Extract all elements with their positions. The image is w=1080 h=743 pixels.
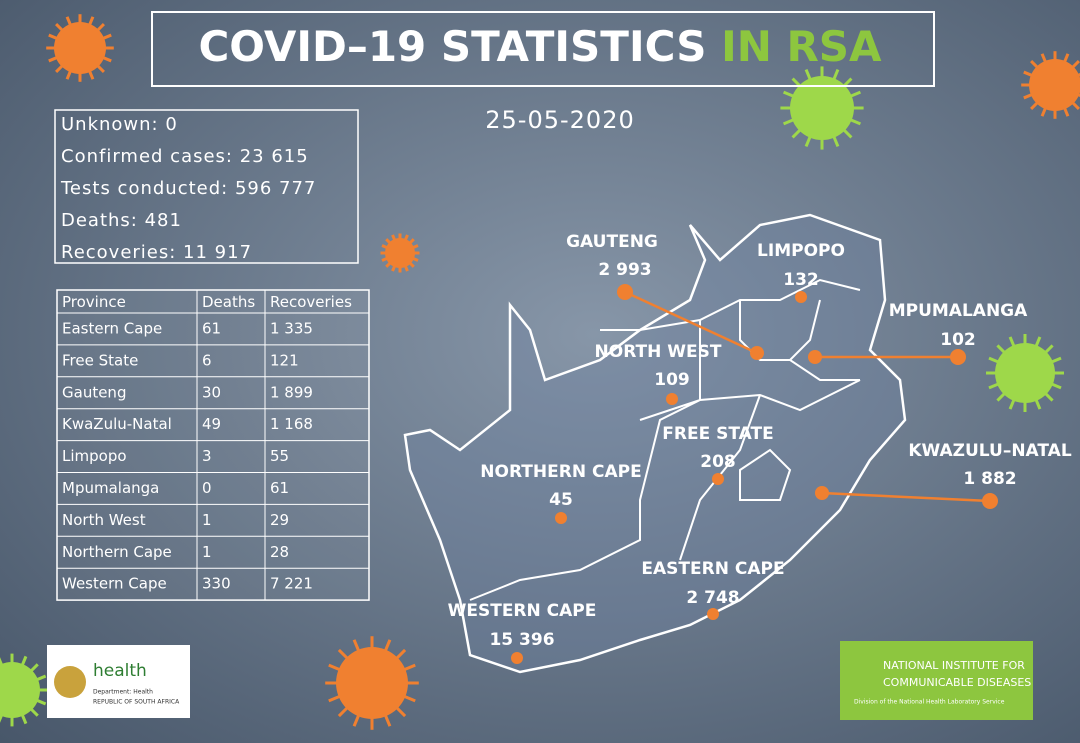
table-cell: 1 xyxy=(202,543,212,561)
province-value: 208 xyxy=(700,452,736,472)
table-cell: 1 899 xyxy=(270,383,313,401)
leader-line xyxy=(821,491,991,503)
table-cell: 6 xyxy=(202,351,212,369)
marker-dot xyxy=(950,349,966,365)
virus xyxy=(54,22,106,74)
table-cell: 1 335 xyxy=(270,319,313,337)
virus xyxy=(336,647,408,719)
title-box xyxy=(151,11,935,87)
province-name: FREE STATE xyxy=(662,424,773,444)
province-value: 2 993 xyxy=(598,260,651,280)
table-cell: 0 xyxy=(202,479,212,497)
province-value: 132 xyxy=(783,270,819,290)
marker-dot xyxy=(666,393,678,405)
province-name: GAUTENG xyxy=(566,232,658,252)
nicd-division: Division of the National Health Laborato… xyxy=(854,699,1005,706)
province-value: 2 748 xyxy=(686,588,739,608)
title: COVID–19 STATISTICS IN RSA xyxy=(198,22,882,71)
marker-dot xyxy=(982,493,998,509)
table-cell: 49 xyxy=(202,415,221,433)
nicd-line: NATIONAL INSTITUTE FOR xyxy=(883,659,1025,672)
virus xyxy=(385,238,415,268)
province-value: 102 xyxy=(940,330,976,350)
summary-line: Tests conducted: 596 777 xyxy=(60,178,316,199)
province-name: LIMPOPO xyxy=(757,241,845,261)
table-header: Deaths xyxy=(202,293,255,311)
table-cell: 61 xyxy=(270,479,289,497)
marker-dot xyxy=(808,350,822,364)
nicd-line: COMMUNICABLE DISEASES xyxy=(883,676,1031,689)
marker-dot xyxy=(511,652,523,664)
virus xyxy=(790,76,854,140)
table-cell: Mpumalanga xyxy=(62,479,159,497)
table-header: Recoveries xyxy=(270,293,352,311)
marker-dot xyxy=(815,486,829,500)
table-cell: 330 xyxy=(202,575,231,593)
health-logo-sub: Department: Health xyxy=(93,689,153,696)
marker-dot xyxy=(712,473,724,485)
province-name: WESTERN CAPE xyxy=(448,601,597,621)
summary-line: Deaths: 481 xyxy=(61,210,182,231)
table-cell: Western Cape xyxy=(62,575,167,593)
date: 25-05-2020 xyxy=(485,106,634,134)
table-cell: 29 xyxy=(270,511,289,529)
table-cell: Free State xyxy=(62,351,138,369)
leader-line xyxy=(624,290,758,355)
virus xyxy=(1029,59,1080,111)
table-cell: 7 221 xyxy=(270,575,313,593)
health-logo-name: health xyxy=(93,661,147,681)
table-cell: North West xyxy=(62,511,146,529)
table-frame xyxy=(56,289,370,601)
province-value: 45 xyxy=(549,490,573,510)
table-cell: 3 xyxy=(202,447,212,465)
virus xyxy=(995,343,1055,403)
province-value: 15 396 xyxy=(489,630,554,650)
table-cell: Eastern Cape xyxy=(62,319,162,337)
province-name: EASTERN CAPE xyxy=(641,559,784,579)
province-name: NORTHERN CAPE xyxy=(480,462,641,482)
province-name: KWAZULU–NATAL xyxy=(908,441,1071,461)
province-name: NORTH WEST xyxy=(595,342,722,362)
table-cell: KwaZulu-Natal xyxy=(62,415,172,433)
coat-of-arms xyxy=(54,666,86,698)
marker-dot xyxy=(555,512,567,524)
marker-dot xyxy=(750,346,764,360)
province-value: 109 xyxy=(654,370,690,390)
table-cell: 30 xyxy=(202,383,221,401)
marker-dot xyxy=(795,291,807,303)
table-cell: 1 168 xyxy=(270,415,313,433)
health-logo-country: REPUBLIC OF SOUTH AFRICA xyxy=(93,699,180,706)
table-cell: 61 xyxy=(202,319,221,337)
table-cell: 1 xyxy=(202,511,212,529)
table-header: Province xyxy=(62,293,126,311)
summary-box xyxy=(54,109,359,264)
table-cell: Northern Cape xyxy=(62,543,172,561)
summary-line: Unknown: 0 xyxy=(61,114,178,135)
table-cell: 55 xyxy=(270,447,289,465)
table-cell: Limpopo xyxy=(62,447,127,465)
province-name: MPUMALANGA xyxy=(889,301,1028,321)
marker-dot xyxy=(707,608,719,620)
virus-decorations xyxy=(0,14,1080,730)
province-value: 1 882 xyxy=(963,469,1016,489)
table-cell: 28 xyxy=(270,543,289,561)
title-highlight: IN RSA xyxy=(721,22,882,71)
marker-dot xyxy=(617,284,633,300)
title-main: COVID–19 STATISTICS xyxy=(198,22,706,71)
nicd-logo xyxy=(840,641,1033,720)
summary-line: Recoveries: 11 917 xyxy=(61,242,252,263)
virus xyxy=(0,662,40,718)
table-cell: Gauteng xyxy=(62,383,126,401)
summary-line: Confirmed cases: 23 615 xyxy=(61,146,309,167)
table-cell: 121 xyxy=(270,351,299,369)
